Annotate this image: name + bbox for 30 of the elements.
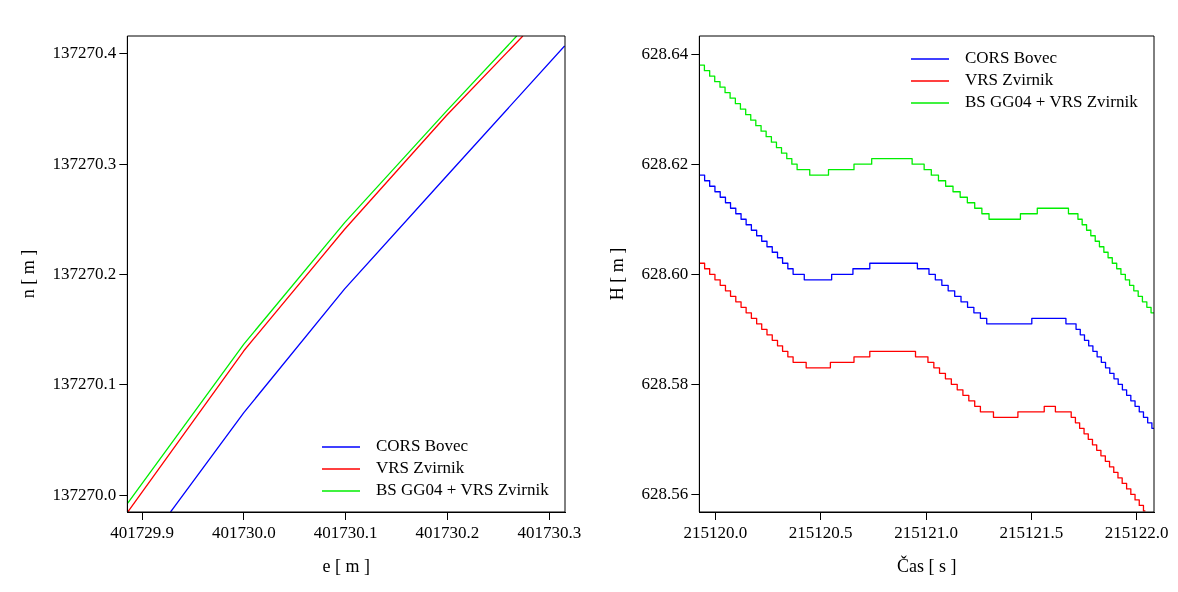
x-axis-title: e [ m ]: [322, 555, 370, 576]
y-axis-title: n [ m ]: [17, 249, 38, 299]
y-tick-label: 628.60: [641, 263, 689, 283]
legend-label: BS GG04 + VRS Zvirnik: [376, 480, 550, 500]
legend-label: VRS Zvirnik: [376, 458, 465, 478]
x-tick-label: 401730.0: [211, 522, 276, 542]
x-tick-label: 215120.5: [788, 522, 853, 542]
y-tick-label: 137270.3: [52, 153, 117, 173]
y-tick-label: 137270.1: [52, 374, 117, 394]
y-axis-title: H [ m ]: [606, 247, 627, 301]
x-axis-title: Čas [ s ]: [896, 554, 957, 576]
y-tick-label: 628.62: [641, 153, 689, 173]
legend-label: CORS Bovec: [965, 48, 1058, 68]
x-tick-label: 401730.2: [415, 522, 480, 542]
x-tick-label: 215122.0: [1104, 522, 1169, 542]
x-tick-label: 215120.0: [683, 522, 748, 542]
x-tick-label: 215121.0: [894, 522, 958, 542]
y-tick-label: 137270.0: [52, 484, 117, 504]
y-tick-label: 628.56: [641, 483, 689, 503]
y-tick-label: 628.64: [641, 43, 689, 63]
x-tick-label: 215121.5: [999, 522, 1064, 542]
y-tick-label: 137270.4: [52, 43, 117, 63]
y-tick-label: 137270.2: [52, 264, 117, 284]
x-tick-label: 401729.9: [110, 522, 174, 542]
legend-label: VRS Zvirnik: [965, 70, 1054, 90]
legend-label: CORS Bovec: [376, 436, 469, 456]
x-tick-label: 401730.3: [517, 522, 582, 542]
x-tick-label: 401730.1: [313, 522, 378, 542]
y-tick-label: 628.58: [641, 373, 689, 393]
legend-label: BS GG04 + VRS Zvirnik: [965, 92, 1139, 112]
